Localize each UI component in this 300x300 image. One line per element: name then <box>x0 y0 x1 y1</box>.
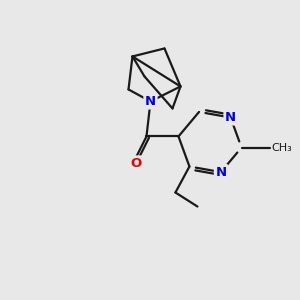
Text: N: N <box>225 111 236 124</box>
Text: N: N <box>145 95 156 108</box>
Text: N: N <box>215 166 226 178</box>
Text: CH₃: CH₃ <box>272 142 292 153</box>
Text: O: O <box>131 157 142 170</box>
